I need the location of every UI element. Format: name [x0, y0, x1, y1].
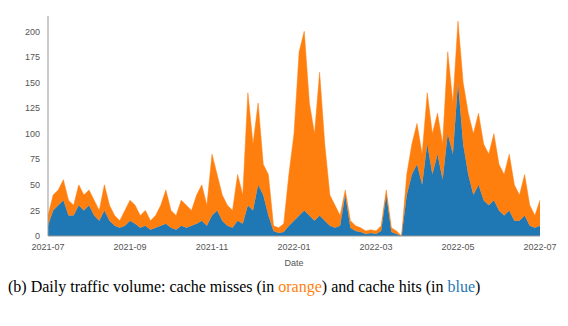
svg-text:2022-01: 2022-01 [277, 242, 310, 252]
svg-text:200: 200 [25, 27, 40, 37]
svg-text:2022-07: 2022-07 [523, 242, 556, 252]
svg-text:100: 100 [25, 129, 40, 139]
svg-text:125: 125 [25, 103, 40, 113]
svg-text:75: 75 [30, 154, 40, 164]
svg-text:25: 25 [30, 206, 40, 216]
svg-text:2022-03: 2022-03 [359, 242, 392, 252]
svg-text:2022-05: 2022-05 [441, 242, 474, 252]
svg-text:2021-09: 2021-09 [113, 242, 146, 252]
svg-text:50: 50 [30, 180, 40, 190]
svg-text:0: 0 [35, 231, 40, 241]
svg-text:2021-07: 2021-07 [31, 242, 64, 252]
html-text:(b) Daily traffic volume: cach: (b) Daily traffic volume: cache misses (… [8, 278, 481, 295]
svg-text:150: 150 [25, 78, 40, 88]
svg-text:175: 175 [25, 52, 40, 62]
svg-text:Date: Date [284, 258, 303, 268]
svg-text:2021-11: 2021-11 [196, 242, 228, 252]
